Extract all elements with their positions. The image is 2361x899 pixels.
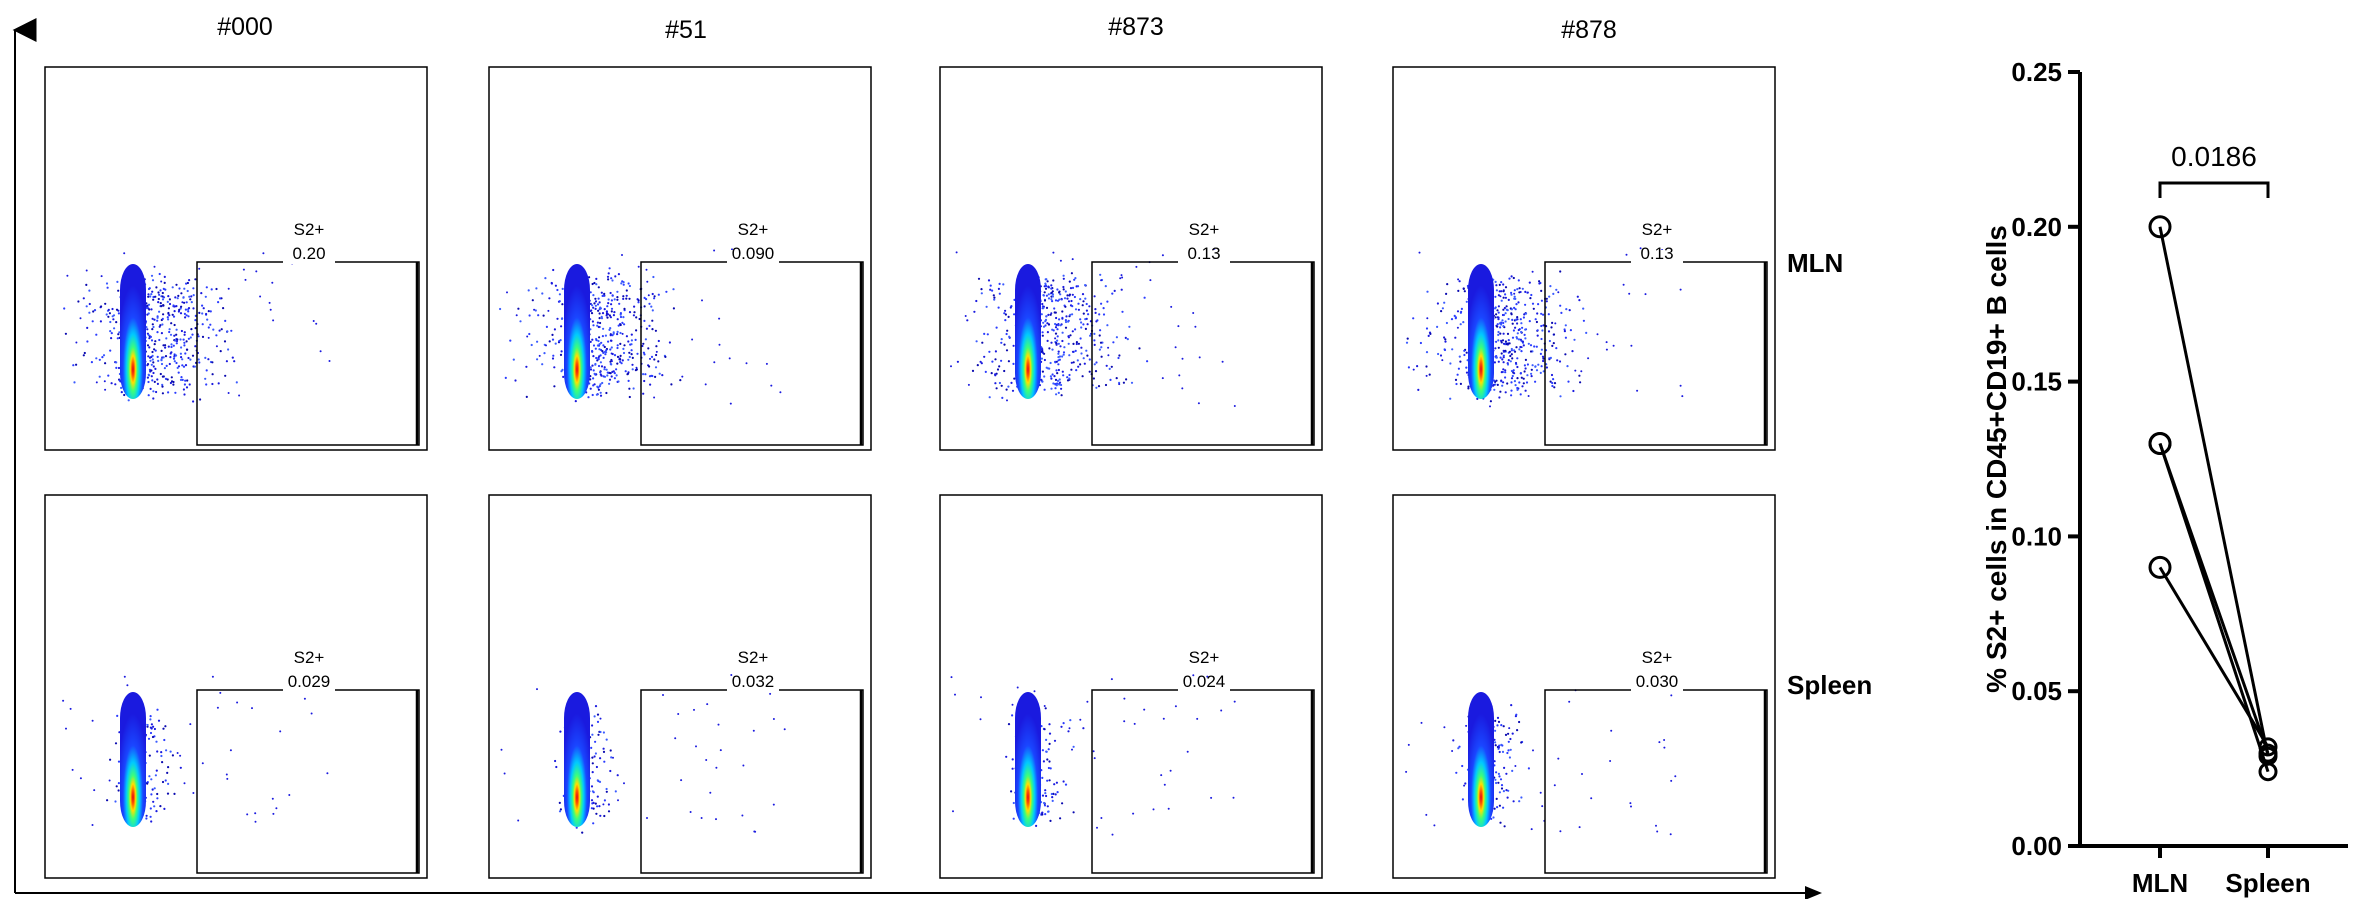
flow-density-core (1015, 264, 1041, 399)
column-title-1: #000 (217, 13, 273, 41)
flow-density-core (120, 264, 146, 399)
row-label-spleen: Spleen (1787, 670, 1872, 700)
flow-panel-1-2: S2+ 0.024 (939, 494, 1323, 879)
point-spleen-1 (2258, 737, 2278, 757)
point-mln-0 (2148, 215, 2172, 239)
flow-panel-0-2: S2+ 0.13 (939, 66, 1323, 451)
dot-plot: 0.00 0.05 0.10 0.15 0.20 0.25 MLN Spleen 0.018… (1981, 57, 2348, 898)
y-tick-label: 0.05 (2011, 676, 2062, 706)
gate-label-background (727, 678, 779, 692)
gate-name: S2+ (1642, 648, 1673, 667)
y-tick-label: 0.15 (2011, 367, 2062, 397)
gate-value: 0.13 (1187, 244, 1220, 263)
point-spleen-3 (2258, 743, 2278, 763)
gate-value: 0.13 (1640, 244, 1673, 263)
gate-name: S2+ (294, 648, 325, 667)
flow-density-core (1015, 692, 1041, 827)
flow-x-axis-arrowhead (1805, 886, 1822, 899)
gate-label-background (727, 250, 779, 264)
flow-panel-0-1: S2+ 0.090 (488, 66, 872, 451)
flow-panel-0-3: S2+ 0.13 (1392, 66, 1776, 451)
dotplot-pairs (2148, 215, 2278, 782)
significance-bracket (2158, 181, 2270, 198)
flow-density-core (564, 264, 590, 399)
gate-value: 0.030 (1636, 672, 1679, 691)
flow-panel-frame (44, 66, 428, 451)
y-tick-label: 0.10 (2011, 521, 2062, 551)
point-mln-3 (2148, 432, 2172, 456)
point-mln-1 (2148, 555, 2172, 579)
gate-label-background (283, 250, 335, 264)
gate-value: 0.032 (732, 672, 775, 691)
gate-name: S2+ (1642, 220, 1673, 239)
flow-panel-frame (939, 494, 1323, 879)
gate-label-background (1631, 250, 1683, 264)
column-titles: #000 #51 #873 #878 (217, 13, 1617, 44)
gate-label-background (1178, 678, 1230, 692)
gate-value: 0.024 (1183, 672, 1226, 691)
pair-line-0 (2158, 226, 2270, 757)
flow-panel-frame (488, 66, 872, 451)
flow-panel-frame (488, 494, 872, 879)
column-title-3: #873 (1108, 13, 1164, 41)
flow-panel-frame (44, 494, 428, 879)
significance-value: 0.0186 (2171, 141, 2257, 172)
dotplot-x-categories: MLN Spleen (2132, 846, 2311, 898)
gate-name: S2+ (738, 220, 769, 239)
gate-value: 0.029 (288, 672, 331, 691)
gate-label-background (283, 678, 335, 692)
gate-name: S2+ (738, 648, 769, 667)
row-labels: MLN Spleen (1787, 248, 1872, 700)
x-category-label: MLN (2132, 868, 2188, 898)
flow-panel-1-3: S2+ 0.030 (1392, 494, 1776, 879)
column-title-2: #51 (665, 16, 707, 44)
flow-panel-1-1: S2+ 0.032 (488, 494, 872, 879)
gate-name: S2+ (1189, 220, 1220, 239)
gate-label-background (1631, 678, 1683, 692)
flow-panel-frame (1392, 66, 1776, 451)
flow-density-core (1468, 264, 1494, 399)
flow-density-core (564, 692, 590, 827)
pair-line-3 (2158, 443, 2270, 754)
gate-value: 0.20 (292, 244, 325, 263)
flow-density-core (120, 692, 146, 827)
gate-name: S2+ (294, 220, 325, 239)
flow-panel-0-0: S2+ 0.20 (44, 66, 428, 451)
flow-panel-frame (1392, 494, 1776, 879)
x-category-label: Spleen (2225, 868, 2310, 898)
flow-panels: S2+0.20S2+0.090S2+0.13S2+0.13S2+0.029S2+… (44, 66, 1776, 879)
y-tick-label: 0.20 (2011, 212, 2062, 242)
dotplot-y-label: % S2+ cells in CD45+CD19+ B cells (1981, 225, 2012, 693)
gate-value: 0.090 (732, 244, 775, 263)
column-title-4: #878 (1561, 16, 1617, 44)
flow-density-core (1468, 692, 1494, 827)
gate-label-background (1178, 250, 1230, 264)
y-tick-label: 0.25 (2011, 57, 2062, 87)
gate-name: S2+ (1189, 648, 1220, 667)
row-label-mln: MLN (1787, 248, 1843, 278)
flow-panel-1-0: S2+ 0.029 (44, 494, 428, 879)
dotplot-y-ticks: 0.00 0.05 0.10 0.15 0.20 0.25 (2011, 57, 2080, 861)
flow-panel-frame (939, 66, 1323, 451)
y-tick-label: 0.00 (2011, 831, 2062, 861)
point-spleen-2 (2258, 762, 2278, 782)
